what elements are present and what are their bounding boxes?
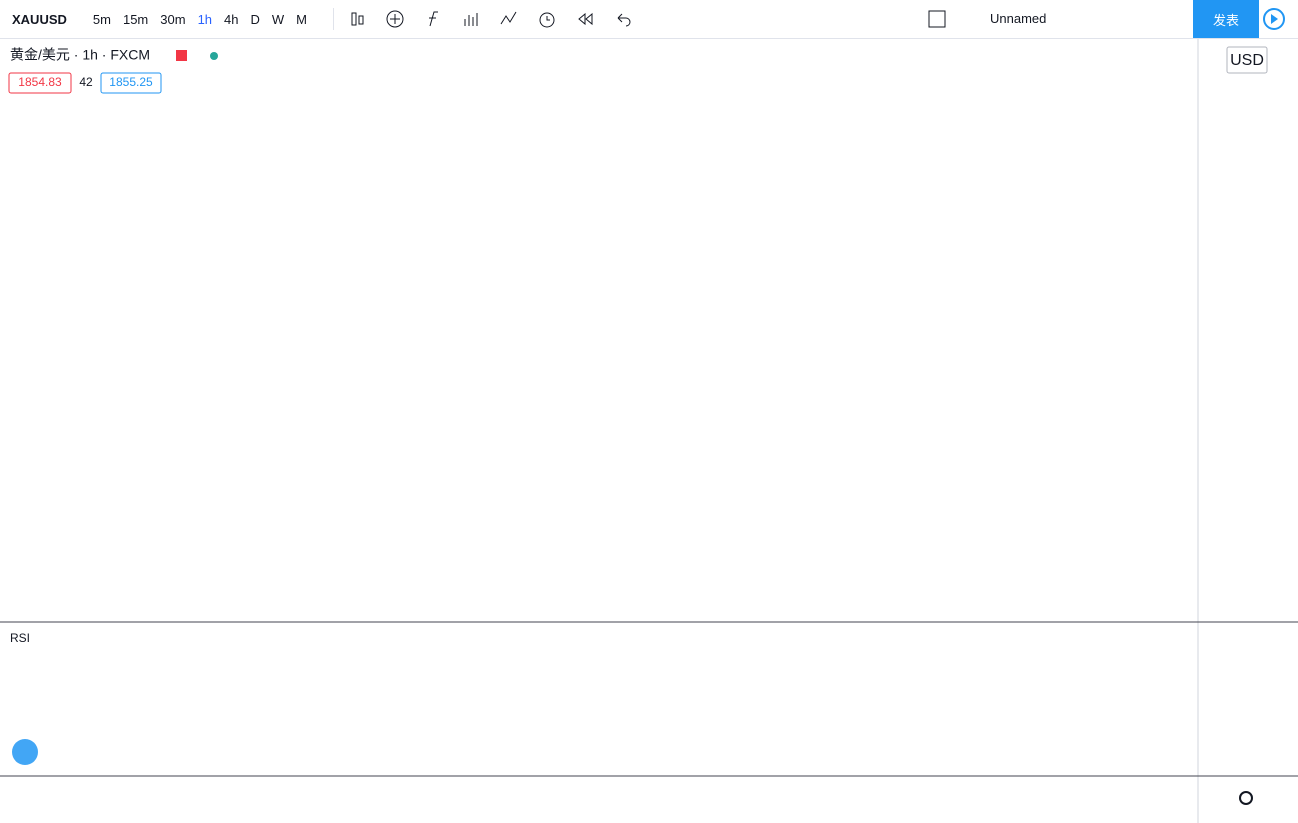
alert-icon[interactable] [538,10,556,28]
interval[interactable]: 4h [224,11,239,27]
interval[interactable]: 5m [92,11,111,27]
settings-icon[interactable] [1239,791,1253,805]
spread: 42 [79,75,93,89]
interval[interactable]: 30m [160,11,186,27]
fx-icon[interactable] [424,10,442,28]
candle-icon[interactable] [348,10,366,28]
replay-icon[interactable] [576,10,594,28]
intervals: 5m 15m 30m 1h 4h D W M [93,12,319,27]
interval[interactable]: 1h [197,11,213,27]
layout-name[interactable]: Unnamed [990,11,1047,26]
bars-icon[interactable] [462,10,480,28]
interval[interactable]: W [271,11,285,27]
currency-box[interactable] [1226,46,1268,74]
bid-box [8,72,72,94]
publish-button[interactable]: 发表 [1193,0,1259,38]
toolbar: XAUUSD 5m 15m 30m 1h 4h D W M Unnamed 发表 [0,0,1298,39]
symbol[interactable]: XAUUSD [12,11,67,27]
compare-icon[interactable] [500,10,518,28]
interval[interactable]: M [296,11,308,27]
currency: USD [1230,52,1264,69]
rsi-name: RSI [10,631,30,645]
separator [333,8,335,30]
flag-icon[interactable] [176,50,187,61]
logo-icon[interactable] [12,739,38,765]
status-dot [210,52,218,60]
ask-box [100,72,162,94]
play-icon[interactable] [1263,8,1285,30]
interval[interactable]: 15m [122,11,149,27]
ask: 1855.25 [109,75,153,89]
undo-icon[interactable] [614,10,632,28]
axes: USD [0,38,1298,823]
interval[interactable]: D [250,11,260,27]
legend: 黄金/美元 · 1h · FXCM 1854.83 42 1855.25 RSI [8,47,218,765]
indicator-add-icon[interactable] [386,10,404,28]
fullscreen-box[interactable] [928,10,946,28]
chart-title: 黄金/美元 · 1h · FXCM [10,47,150,63]
bid: 1854.83 [18,75,62,89]
